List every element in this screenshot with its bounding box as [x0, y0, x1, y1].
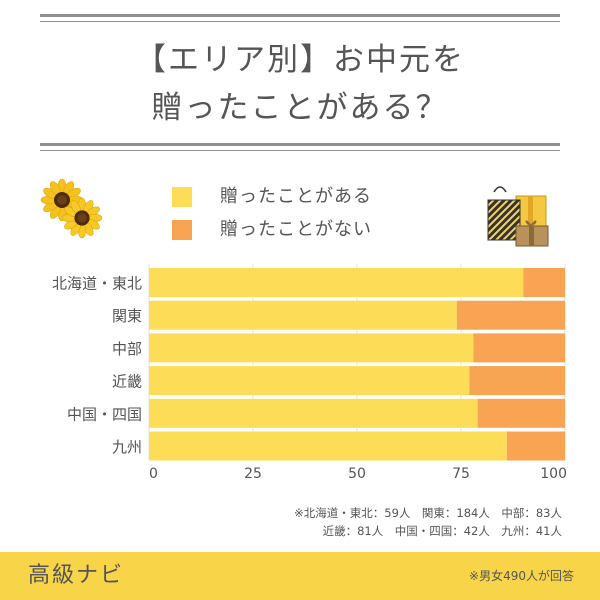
brand-name: 高級ナビ	[28, 563, 125, 588]
sample-note-line-1: ※北海道・東北：59人 関東：184人 中部：83人	[294, 506, 562, 520]
bar-segment-no	[456, 300, 565, 330]
title-rule-top-1	[40, 14, 560, 17]
category-label: 中部	[112, 340, 142, 358]
category-label: 中国・四国	[67, 405, 142, 423]
category-label: 九州	[112, 438, 142, 456]
bar-segment-yes	[149, 300, 457, 330]
bar-segment-yes	[149, 268, 524, 297]
category-label: 近畿	[112, 373, 142, 391]
bar-segment-yes	[149, 366, 470, 396]
legend-label-no: 贈ったことがない	[220, 219, 372, 240]
bar-segment-yes	[149, 333, 474, 363]
bar-segment-yes	[149, 431, 507, 461]
title-rule-top-2	[40, 21, 560, 22]
legend-swatch-yes	[172, 187, 192, 207]
x-tick-label: 0	[149, 466, 158, 480]
bar-segment-no	[469, 366, 565, 396]
bar-segment-no	[477, 398, 565, 428]
title-rule-bottom-2	[40, 150, 560, 151]
category-label: 関東	[112, 307, 142, 325]
x-tick-label: 100	[540, 466, 567, 480]
title-line-1: 【エリア別】お中元を	[135, 42, 465, 78]
title-rule-bottom-1	[40, 143, 560, 146]
sample-note-line-2: 近畿：81人 中国・四国：42人 九州：41人	[322, 524, 562, 538]
x-tick-label: 25	[244, 466, 262, 480]
bar-segment-no	[523, 268, 565, 297]
legend-label-yes: 贈ったことがある	[220, 186, 372, 207]
footer-bar: 高級ナビ ※男女490人が回答	[0, 552, 600, 600]
sunflower-icon	[40, 178, 103, 239]
respondent-note: ※男女490人が回答	[469, 569, 574, 583]
category-label: 北海道・東北	[52, 275, 142, 293]
title-line-2: 贈ったことがある？	[151, 90, 449, 126]
legend-swatch-no	[172, 220, 192, 240]
x-tick-label: 50	[348, 466, 366, 480]
x-tick-label: 75	[452, 466, 470, 480]
bar-segment-no	[473, 333, 565, 363]
bar-segment-no	[506, 431, 565, 461]
gift-bags-icon	[487, 186, 549, 247]
bar-segment-yes	[149, 398, 478, 428]
